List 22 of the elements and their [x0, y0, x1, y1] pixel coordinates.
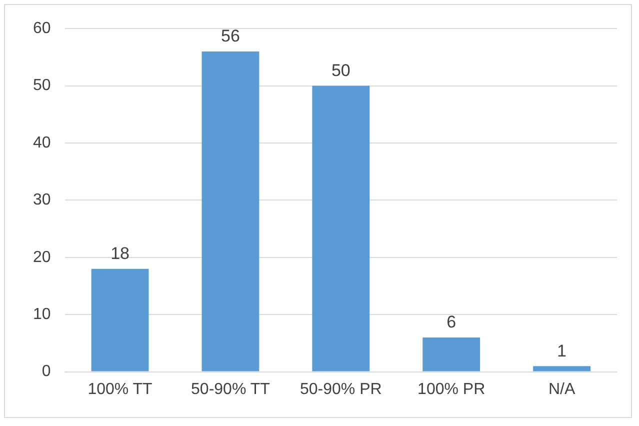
y-tick-label: 60 [33, 20, 51, 38]
bar [202, 51, 260, 372]
x-tick-label: N/A [548, 380, 576, 398]
y-tick-label: 40 [33, 134, 51, 152]
data-label: 1 [557, 341, 567, 360]
y-tick-label: 10 [33, 306, 51, 324]
data-label: 50 [331, 60, 350, 80]
y-tick-label: 50 [33, 77, 51, 94]
y-tick-label: 20 [33, 248, 51, 266]
data-label: 56 [220, 26, 240, 46]
bar [533, 366, 590, 372]
y-tick-label: 0 [42, 363, 51, 380]
bar [312, 86, 370, 372]
x-tick-label: 50-90% PR [300, 380, 382, 398]
data-label: 6 [446, 312, 456, 332]
bar [422, 337, 480, 372]
x-tick-label: 100% PR [418, 380, 486, 398]
data-label: 18 [110, 244, 130, 264]
bar [91, 268, 149, 372]
x-tick-label: 100% TT [88, 380, 153, 398]
y-tick-label: 30 [33, 192, 51, 209]
x-tick-label: 50-90% TT [191, 380, 270, 398]
